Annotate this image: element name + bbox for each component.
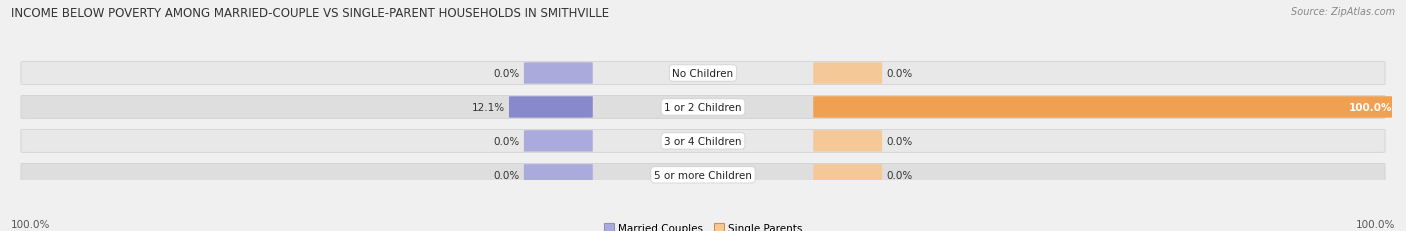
Text: 1 or 2 Children: 1 or 2 Children bbox=[664, 103, 742, 112]
FancyBboxPatch shape bbox=[813, 97, 1406, 118]
Text: 100.0%: 100.0% bbox=[11, 219, 51, 229]
Text: 0.0%: 0.0% bbox=[494, 69, 520, 79]
Text: 0.0%: 0.0% bbox=[494, 170, 520, 180]
FancyBboxPatch shape bbox=[813, 131, 882, 152]
Text: 5 or more Children: 5 or more Children bbox=[654, 170, 752, 180]
Text: 0.0%: 0.0% bbox=[886, 136, 912, 146]
Text: 12.1%: 12.1% bbox=[471, 103, 505, 112]
Text: 100.0%: 100.0% bbox=[1348, 103, 1392, 112]
Text: 100.0%: 100.0% bbox=[1355, 219, 1395, 229]
FancyBboxPatch shape bbox=[21, 62, 1385, 85]
Text: Source: ZipAtlas.com: Source: ZipAtlas.com bbox=[1291, 7, 1395, 17]
Text: INCOME BELOW POVERTY AMONG MARRIED-COUPLE VS SINGLE-PARENT HOUSEHOLDS IN SMITHVI: INCOME BELOW POVERTY AMONG MARRIED-COUPL… bbox=[11, 7, 609, 20]
Text: 3 or 4 Children: 3 or 4 Children bbox=[664, 136, 742, 146]
FancyBboxPatch shape bbox=[509, 97, 593, 118]
FancyBboxPatch shape bbox=[524, 131, 593, 152]
Legend: Married Couples, Single Parents: Married Couples, Single Parents bbox=[603, 223, 803, 231]
FancyBboxPatch shape bbox=[21, 130, 1385, 153]
Text: 0.0%: 0.0% bbox=[886, 170, 912, 180]
FancyBboxPatch shape bbox=[21, 164, 1385, 186]
FancyBboxPatch shape bbox=[524, 164, 593, 186]
FancyBboxPatch shape bbox=[21, 96, 1385, 119]
Text: 0.0%: 0.0% bbox=[494, 136, 520, 146]
FancyBboxPatch shape bbox=[524, 63, 593, 84]
Text: 0.0%: 0.0% bbox=[886, 69, 912, 79]
FancyBboxPatch shape bbox=[813, 164, 882, 186]
FancyBboxPatch shape bbox=[813, 63, 882, 84]
Text: No Children: No Children bbox=[672, 69, 734, 79]
